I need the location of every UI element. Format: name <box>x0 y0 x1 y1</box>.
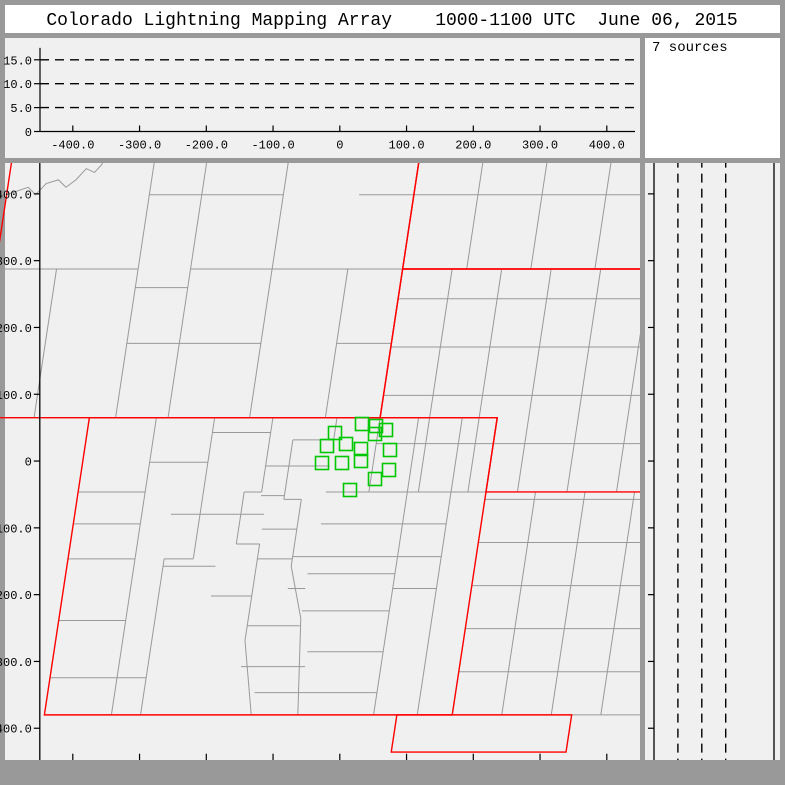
svg-text:300.0: 300.0 <box>522 768 558 782</box>
svg-text:0: 0 <box>25 456 32 470</box>
svg-text:10.0: 10.0 <box>3 78 32 92</box>
svg-text:-300.0: -300.0 <box>118 139 161 153</box>
svg-text:100.0: 100.0 <box>389 768 425 782</box>
svg-text:0: 0 <box>25 126 32 140</box>
svg-text:-200.0: -200.0 <box>185 768 228 782</box>
svg-text:100.0: 100.0 <box>389 139 425 153</box>
svg-text:-100.0: -100.0 <box>602 522 645 536</box>
svg-text:Colorado Lightning Mapping Arr: Colorado Lightning Mapping Array 1000-11… <box>46 11 737 31</box>
svg-text:200.0: 200.0 <box>609 322 645 336</box>
svg-text:-100.0: -100.0 <box>251 768 294 782</box>
svg-text:0: 0 <box>638 456 645 470</box>
svg-text:400.0: 400.0 <box>0 188 32 202</box>
svg-text:0: 0 <box>336 139 343 153</box>
svg-text:100.0: 100.0 <box>0 389 32 403</box>
svg-text:300.0: 300.0 <box>0 255 32 269</box>
svg-text:400.0: 400.0 <box>589 768 625 782</box>
svg-text:-200.0: -200.0 <box>0 589 32 603</box>
svg-text:400.0: 400.0 <box>609 188 645 202</box>
svg-text:-400.0: -400.0 <box>51 768 94 782</box>
svg-text:-100.0: -100.0 <box>0 522 32 536</box>
svg-text:-200.0: -200.0 <box>185 139 228 153</box>
svg-text:7 sources: 7 sources <box>652 40 728 56</box>
svg-text:300.0: 300.0 <box>522 139 558 153</box>
svg-text:300.0: 300.0 <box>609 255 645 269</box>
svg-text:-200.0: -200.0 <box>602 589 645 603</box>
svg-text:15.0: 15.0 <box>3 54 32 68</box>
svg-text:-400.0: -400.0 <box>51 139 94 153</box>
svg-text:0: 0 <box>336 768 343 782</box>
svg-text:-300.0: -300.0 <box>118 768 161 782</box>
svg-text:-100.0: -100.0 <box>251 139 294 153</box>
svg-text:-300.0: -300.0 <box>0 656 32 670</box>
svg-text:5.0: 5.0 <box>10 102 32 116</box>
svg-text:-400.0: -400.0 <box>0 723 32 737</box>
svg-text:-400.0: -400.0 <box>602 723 645 737</box>
svg-text:200.0: 200.0 <box>0 322 32 336</box>
svg-text:200.0: 200.0 <box>455 768 491 782</box>
svg-text:200.0: 200.0 <box>455 139 491 153</box>
svg-text:400.0: 400.0 <box>589 139 625 153</box>
